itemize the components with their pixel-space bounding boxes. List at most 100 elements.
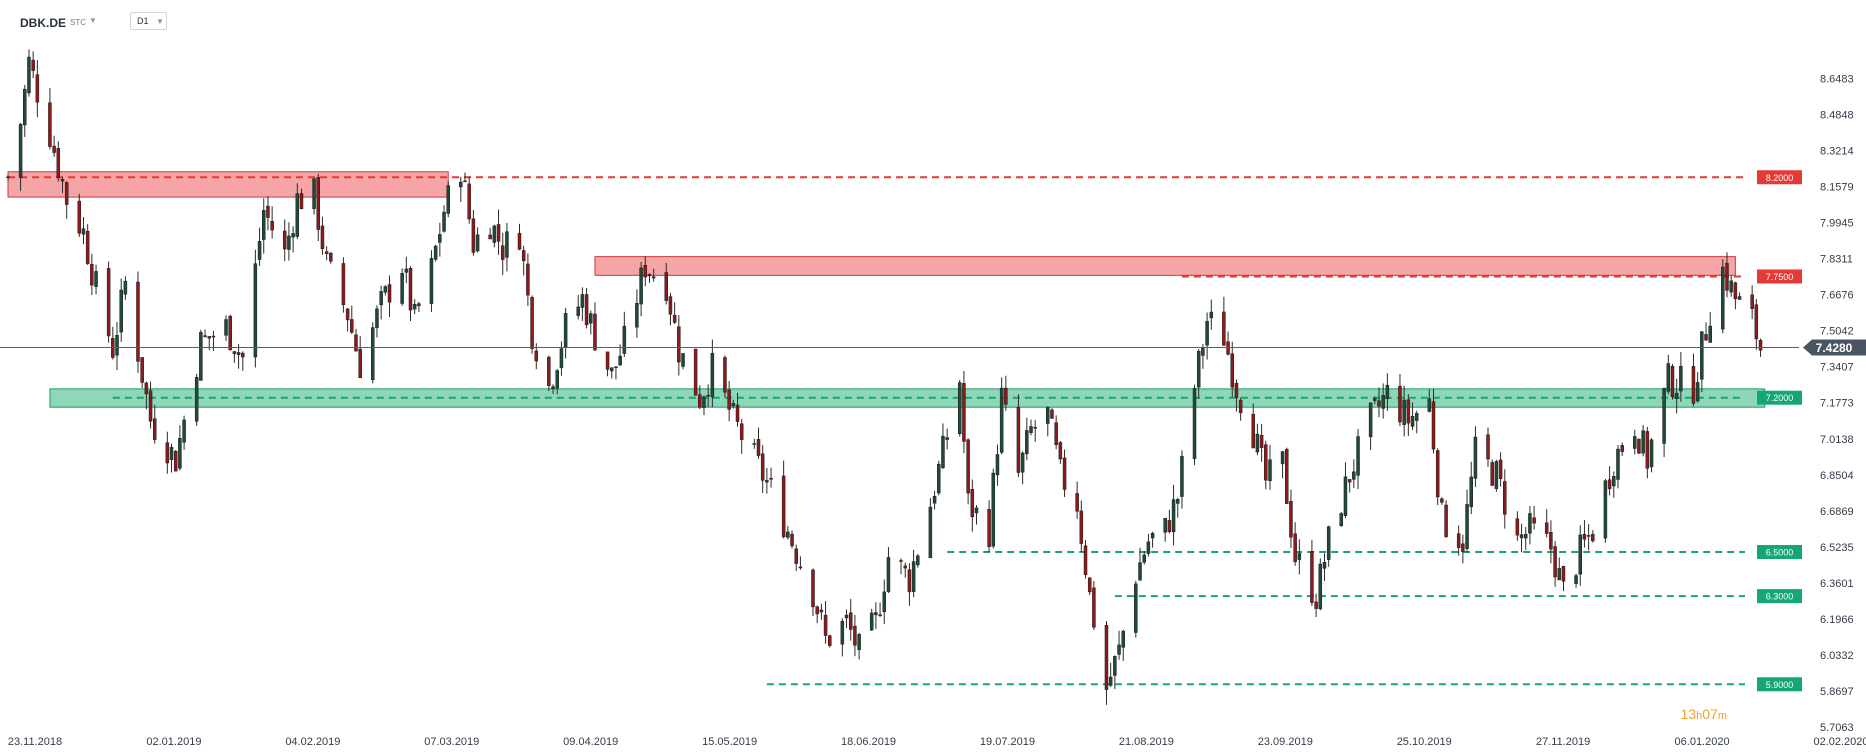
candle-body [798, 566, 803, 569]
candle-body [874, 612, 878, 616]
candle-body [970, 489, 975, 517]
resistance-zone [7, 171, 449, 198]
candle-body [1222, 311, 1226, 346]
y-tick-label: 5.7063 [1820, 722, 1854, 734]
market-chevron-down-icon[interactable]: ▼ [89, 16, 97, 25]
y-tick-label: 6.0332 [1820, 650, 1854, 662]
candle-body [1268, 459, 1272, 482]
candle-body [1633, 436, 1637, 449]
candle-body [1750, 294, 1754, 309]
candle-body [957, 382, 962, 435]
level-price-tag [1757, 170, 1802, 185]
level-price-tag [1757, 677, 1802, 692]
candle-body [1117, 644, 1121, 655]
candle-body [1666, 363, 1671, 392]
y-tick-label: 7.1773 [1820, 398, 1854, 410]
candle-body [937, 463, 941, 494]
y-tick-label: 6.1966 [1820, 614, 1854, 626]
candle-body [853, 625, 857, 646]
candle-body [580, 294, 585, 308]
candle-body [991, 472, 996, 547]
candle-body [1230, 353, 1235, 388]
candle-body [576, 306, 580, 316]
candle-body [253, 263, 258, 358]
y-tick-label: 8.1579 [1820, 182, 1854, 194]
candle-body [1574, 575, 1578, 584]
level-price-tag [1757, 545, 1802, 560]
candle-body [1649, 439, 1654, 468]
candle-body [1670, 365, 1675, 398]
candles-group [6, 49, 1763, 705]
candle-body [1046, 406, 1050, 424]
candle-body [907, 569, 912, 593]
candle-body [1402, 399, 1406, 425]
candle-body [547, 356, 551, 386]
x-tick-label: 09.04.2019 [563, 736, 618, 748]
candle-body [668, 296, 673, 315]
candle-body [194, 377, 199, 422]
candle-body [1134, 583, 1138, 633]
candle-body [475, 234, 480, 252]
candle-body [735, 404, 740, 422]
candle-body [1121, 630, 1125, 648]
x-tick-label: 23.11.2018 [8, 736, 62, 748]
candle-body [1326, 526, 1331, 560]
candle-body [287, 235, 291, 250]
current-price-tag [1803, 339, 1866, 356]
candle-body [672, 314, 677, 323]
candle-body [1201, 347, 1205, 356]
candle-body [35, 74, 40, 103]
candle-body [1234, 382, 1239, 398]
candle-body [794, 548, 798, 564]
candle-body [1297, 553, 1302, 560]
candle-body [1054, 422, 1058, 445]
candle-body [1381, 395, 1385, 409]
candle-body [819, 609, 824, 613]
candle-body [1087, 577, 1092, 593]
level-price-label: 6.5000 [1766, 548, 1794, 558]
candle-body [1176, 499, 1180, 504]
candle-body [790, 533, 794, 547]
candle-body [1440, 498, 1444, 503]
y-tick-label: 6.3601 [1820, 578, 1854, 590]
candle-body [404, 268, 409, 273]
candle-body [1385, 384, 1390, 400]
candle-body [1138, 562, 1142, 581]
y-tick-label: 8.3214 [1820, 145, 1854, 157]
candle-body [534, 350, 539, 362]
candle-body [1113, 656, 1117, 676]
candle-body [1083, 545, 1088, 575]
candle-body [1758, 340, 1763, 351]
candle-body [358, 348, 362, 379]
candle-body [1058, 442, 1063, 460]
level-price-label: 7.2000 [1766, 393, 1794, 403]
candle-body [1591, 533, 1595, 542]
chart-toolbar: DBK.DE STC ▼ D1 ▼ [0, 0, 1866, 40]
candle-body [731, 402, 736, 407]
y-tick-label: 6.5235 [1820, 542, 1854, 554]
candle-body [932, 495, 937, 504]
candle-body [1523, 533, 1528, 539]
candle-body [459, 181, 463, 188]
candle-body [727, 389, 731, 410]
candle-body [77, 200, 82, 234]
candle-body [756, 439, 761, 456]
candle-body [1285, 449, 1289, 504]
x-tick-label: 02.02.2020 [1813, 736, 1866, 748]
market-label[interactable]: STC [70, 18, 86, 27]
countdown-h: h [1696, 710, 1702, 722]
candle-body [823, 614, 828, 636]
candle-body [1494, 461, 1499, 489]
candle-body [702, 396, 706, 408]
candle-body [1352, 471, 1356, 480]
candle-body [1029, 426, 1033, 433]
candle-body [295, 193, 300, 237]
current-price-label: 7.4280 [1816, 341, 1853, 355]
candle-body [1465, 504, 1469, 549]
timeframe-select[interactable]: D1 ▼ [130, 12, 167, 30]
countdown-hours: 13 [1681, 706, 1697, 722]
candle-body [1146, 541, 1151, 554]
candle-body [1209, 311, 1214, 319]
candle-body [471, 218, 476, 253]
